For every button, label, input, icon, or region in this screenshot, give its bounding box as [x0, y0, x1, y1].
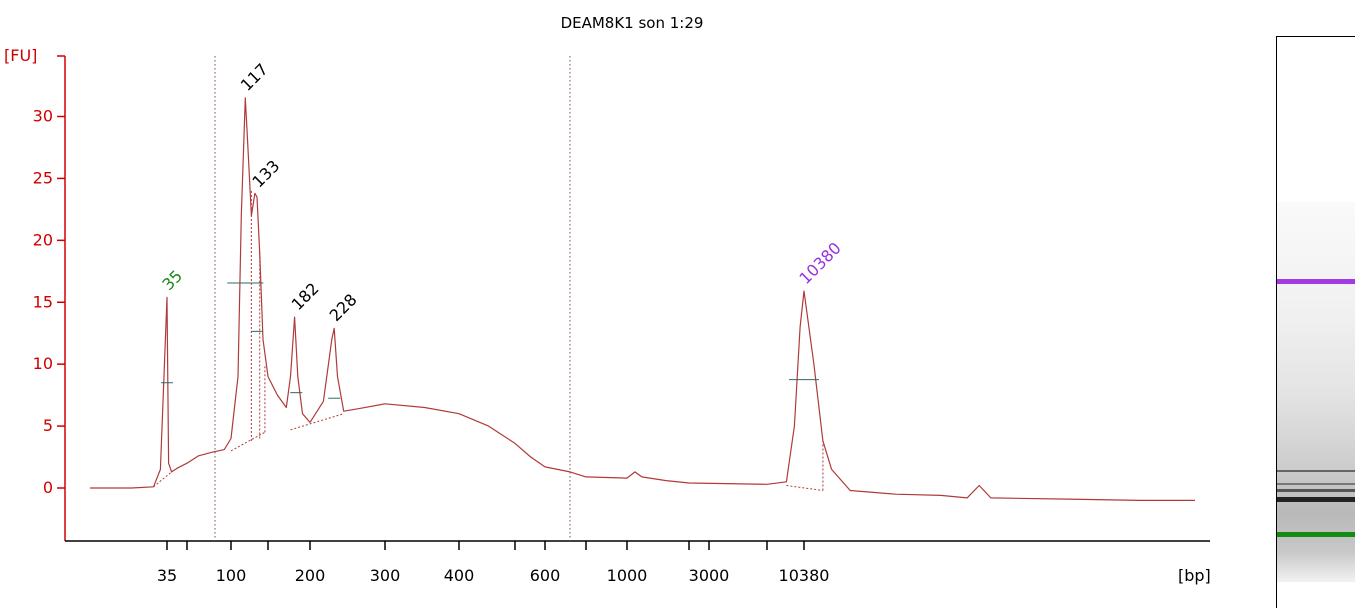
- trace-line: [90, 97, 1195, 501]
- peak-label: 182: [288, 279, 323, 314]
- axes: 0 5 10 15 20 25 30 35 100 200 300 400 600 1000 3000 103…: [33, 55, 1210, 585]
- gel-band: [1277, 470, 1355, 472]
- peak-label: 10380: [795, 239, 844, 288]
- trace-layer: [90, 97, 1195, 501]
- x-axis-label: [bp]: [1178, 566, 1211, 585]
- x-tick-label: 3000: [689, 566, 730, 585]
- peak-label: 35: [158, 266, 186, 294]
- peak-label: 228: [326, 290, 361, 325]
- peak-label: 117: [237, 60, 272, 95]
- baseline-segment: [230, 431, 266, 452]
- gel-image: [1276, 36, 1355, 608]
- peak-label: 133: [248, 156, 283, 191]
- y-tick-label: 20: [33, 230, 53, 249]
- upper-marker-band: [1277, 279, 1355, 284]
- gel-background-gradient: [1277, 202, 1355, 582]
- y-tick-label: 15: [33, 292, 53, 311]
- x-tick-label: 10380: [779, 566, 830, 585]
- region-boundaries: [214, 56, 571, 541]
- y-tick-label: 5: [43, 416, 53, 435]
- lower-marker-band: [1277, 532, 1355, 537]
- gel-band: [1277, 489, 1355, 492]
- y-tick-label: 0: [43, 478, 53, 497]
- gel-band: [1277, 483, 1355, 485]
- x-tick-label: 200: [295, 566, 326, 585]
- baseline-segment: [786, 485, 823, 491]
- x-tick-label: 35: [157, 566, 177, 585]
- y-tick-label: 25: [33, 168, 53, 187]
- y-axis-label: [FU]: [4, 46, 37, 65]
- x-tick-label: 400: [444, 566, 475, 585]
- x-tick-label: 300: [370, 566, 401, 585]
- peak-annotations: 35 117 133 182 228 10380: [158, 60, 845, 399]
- gel-lane: [1277, 37, 1355, 608]
- y-tick-label: 10: [33, 354, 53, 373]
- chart-title: DEAM8K1 son 1:29: [561, 14, 704, 32]
- x-tick-label: 1000: [607, 566, 648, 585]
- gel-band: [1277, 497, 1355, 502]
- x-tick-label: 600: [530, 566, 561, 585]
- x-tick-label: 100: [216, 566, 247, 585]
- baseline-segment: [290, 413, 344, 431]
- y-tick-label: 30: [33, 107, 53, 126]
